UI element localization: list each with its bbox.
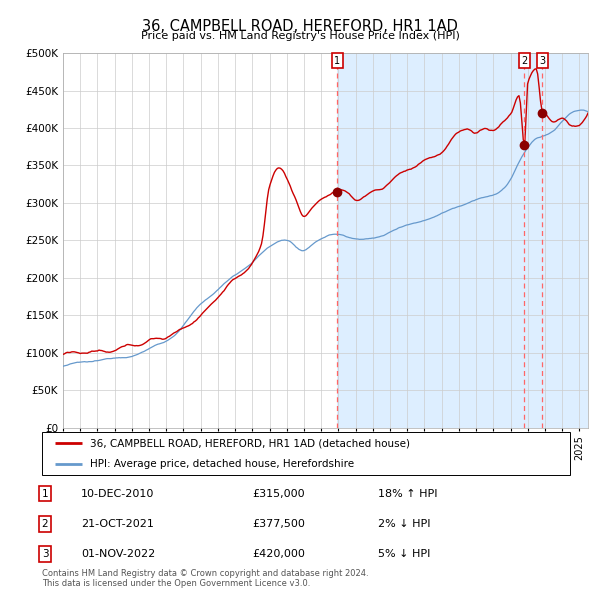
Text: 01-NOV-2022: 01-NOV-2022 [81,549,155,559]
Bar [337,53,600,428]
Text: 18% ↑ HPI: 18% ↑ HPI [378,489,437,499]
Text: £315,000: £315,000 [252,489,305,499]
Text: 2% ↓ HPI: 2% ↓ HPI [378,519,431,529]
Text: 1: 1 [41,489,49,499]
FancyBboxPatch shape [42,432,570,475]
Text: 36, CAMPBELL ROAD, HEREFORD, HR1 1AD (detached house): 36, CAMPBELL ROAD, HEREFORD, HR1 1AD (de… [89,438,410,448]
Text: 2: 2 [41,519,49,529]
Text: Contains HM Land Registry data © Crown copyright and database right 2024.
This d: Contains HM Land Registry data © Crown c… [42,569,368,588]
Text: 10-DEC-2010: 10-DEC-2010 [81,489,154,499]
Text: 1: 1 [334,55,340,65]
Text: 36, CAMPBELL ROAD, HEREFORD, HR1 1AD: 36, CAMPBELL ROAD, HEREFORD, HR1 1AD [142,19,458,34]
Text: 3: 3 [539,55,545,65]
Text: 3: 3 [41,549,49,559]
Text: £377,500: £377,500 [252,519,305,529]
Text: 5% ↓ HPI: 5% ↓ HPI [378,549,430,559]
Text: HPI: Average price, detached house, Herefordshire: HPI: Average price, detached house, Here… [89,459,353,468]
Text: £420,000: £420,000 [252,549,305,559]
Text: Price paid vs. HM Land Registry's House Price Index (HPI): Price paid vs. HM Land Registry's House … [140,31,460,41]
Text: 2: 2 [521,55,527,65]
Text: 21-OCT-2021: 21-OCT-2021 [81,519,154,529]
